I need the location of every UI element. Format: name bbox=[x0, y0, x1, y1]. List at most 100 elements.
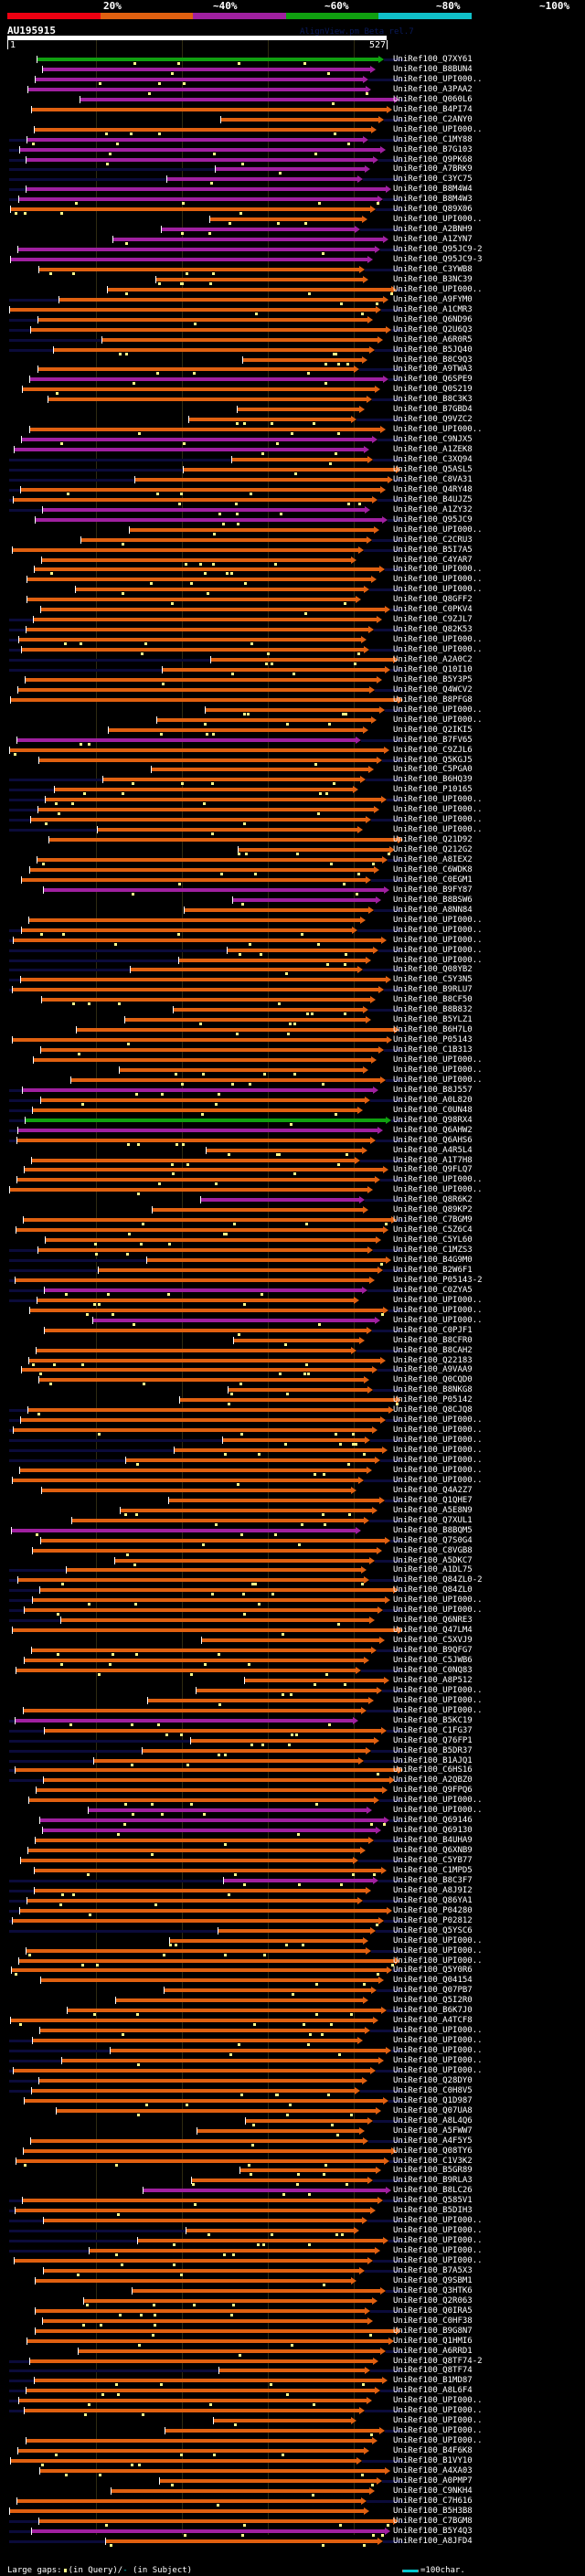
alignment-bar[interactable] bbox=[173, 1008, 363, 1012]
hit-label[interactable]: UniRef100_Q1QHE7 bbox=[393, 1495, 473, 1505]
alignment-bar[interactable] bbox=[38, 2518, 393, 2523]
alignment-bar[interactable] bbox=[26, 2389, 375, 2393]
hit-row[interactable]: UniRef100_UPI000.. bbox=[0, 2396, 585, 2407]
alignment-bar[interactable] bbox=[35, 77, 363, 81]
hit-label[interactable]: UniRef100_B8BSW6 bbox=[393, 895, 473, 905]
hit-row[interactable]: UniRef100_A1DL75 bbox=[0, 1565, 585, 1575]
alignment-bar[interactable] bbox=[56, 2108, 376, 2113]
hit-row[interactable]: UniRef100_B4UJZ5 bbox=[0, 495, 585, 505]
hit-label[interactable]: UniRef100_Q1D987 bbox=[393, 2095, 473, 2105]
hit-row[interactable]: UniRef100_UPI000.. bbox=[0, 2226, 585, 2237]
hit-label[interactable]: UniRef100_P02812 bbox=[393, 1915, 473, 1925]
alignment-bar[interactable] bbox=[34, 1888, 366, 1892]
alignment-bar[interactable] bbox=[29, 867, 374, 872]
hit-label[interactable]: UniRef100_C7H616 bbox=[393, 2496, 473, 2506]
hit-label[interactable]: UniRef100_UPI000.. bbox=[393, 1315, 483, 1325]
hit-label[interactable]: UniRef100_UPI000.. bbox=[393, 1175, 483, 1185]
hit-row[interactable]: UniRef100_UPI000.. bbox=[0, 75, 585, 85]
hit-label[interactable]: UniRef100_Q82K53 bbox=[393, 625, 473, 635]
hit-label[interactable]: UniRef100_C1B313 bbox=[393, 1045, 473, 1055]
hit-label[interactable]: UniRef100_C2ANY0 bbox=[393, 114, 473, 124]
hit-label[interactable]: UniRef100_C1V3K2 bbox=[393, 2156, 473, 2166]
hit-label[interactable]: UniRef100_Q07UA8 bbox=[393, 2105, 473, 2115]
alignment-bar[interactable] bbox=[22, 1087, 373, 1092]
hit-row[interactable]: UniRef100_Q4WCV2 bbox=[0, 685, 585, 695]
alignment-bar[interactable] bbox=[38, 2078, 362, 2083]
alignment-bar[interactable] bbox=[26, 628, 368, 632]
hit-row[interactable]: UniRef100_UPI000.. bbox=[0, 936, 585, 946]
hit-label[interactable]: UniRef100_Q212G2 bbox=[393, 845, 473, 855]
alignment-bar[interactable] bbox=[155, 277, 363, 281]
hit-label[interactable]: UniRef100_UPI000.. bbox=[393, 1695, 483, 1705]
hit-row[interactable]: UniRef100_Q9FPQ6 bbox=[0, 1786, 585, 1796]
hit-label[interactable]: UniRef100_Q4WCV2 bbox=[393, 684, 473, 694]
alignment-bar[interactable] bbox=[42, 507, 365, 512]
hit-label[interactable]: UniRef100_A1ZY32 bbox=[393, 504, 473, 514]
hit-row[interactable]: UniRef100_UPI000.. bbox=[0, 1706, 585, 1716]
hit-row[interactable]: UniRef100_A8JFD4 bbox=[0, 2537, 585, 2547]
hit-label[interactable]: UniRef100_UPI000.. bbox=[393, 2056, 483, 2065]
hit-row[interactable]: UniRef100_Q95JC9 bbox=[0, 515, 585, 525]
hit-label[interactable]: UniRef100_Q6NRE3 bbox=[393, 1616, 473, 1626]
hit-row[interactable]: UniRef100_C1FG37 bbox=[0, 1726, 585, 1736]
alignment-bar[interactable] bbox=[14, 2259, 367, 2263]
hit-row[interactable]: UniRef100_UPI000.. bbox=[0, 1296, 585, 1306]
alignment-bar[interactable] bbox=[169, 1938, 363, 1943]
hit-label[interactable]: UniRef100_Q21D92 bbox=[393, 835, 473, 845]
hit-row[interactable]: UniRef100_C6WDK8 bbox=[0, 865, 585, 875]
hit-row[interactable]: UniRef100_B4UHA9 bbox=[0, 1836, 585, 1847]
hit-row[interactable]: UniRef100_UPI000.. bbox=[0, 1936, 585, 1946]
hit-label[interactable]: UniRef100_A8IEX2 bbox=[393, 855, 473, 864]
hit-label[interactable]: UniRef100_B3NC39 bbox=[393, 274, 473, 284]
alignment-bar[interactable] bbox=[16, 1228, 383, 1233]
hit-label[interactable]: UniRef100_A6R0R5 bbox=[393, 334, 473, 345]
hit-row[interactable]: UniRef100_Q7S0G4 bbox=[0, 1536, 585, 1546]
hit-row[interactable]: UniRef100_Q0CQD0 bbox=[0, 1375, 585, 1386]
hit-row[interactable]: UniRef100_Q3HTK6 bbox=[0, 2286, 585, 2296]
hit-label[interactable]: UniRef100_C5Z6C4 bbox=[393, 1225, 473, 1235]
hit-label[interactable]: UniRef100_Q08TY6 bbox=[393, 2146, 473, 2156]
alignment-bar[interactable] bbox=[196, 1688, 377, 1692]
hit-label[interactable]: UniRef100_A8L6F4 bbox=[393, 2386, 473, 2396]
hit-row[interactable]: UniRef100_Q9FLQ7 bbox=[0, 1165, 585, 1176]
hit-row[interactable]: UniRef100_Q5I2R0 bbox=[0, 1996, 585, 2006]
alignment-bar[interactable] bbox=[9, 747, 384, 752]
hit-row[interactable]: UniRef100_Q060L6 bbox=[0, 95, 585, 105]
hit-label[interactable]: UniRef100_Q0S219 bbox=[393, 385, 473, 395]
hit-label[interactable]: UniRef100_Q95JC9-2 bbox=[393, 245, 483, 255]
hit-label[interactable]: UniRef100_Q060L6 bbox=[393, 94, 473, 104]
hit-label[interactable]: UniRef100_B8NKG8 bbox=[393, 1385, 473, 1395]
hit-row[interactable]: UniRef100_A2BNH9 bbox=[0, 225, 585, 236]
hit-label[interactable]: UniRef100_B5DIH3 bbox=[393, 2206, 473, 2216]
hit-row[interactable]: UniRef100_Q7XUL1 bbox=[0, 1516, 585, 1526]
hit-label[interactable]: UniRef100_UPI000.. bbox=[393, 215, 483, 225]
hit-row[interactable]: UniRef100_B5DR37 bbox=[0, 1746, 585, 1756]
hit-label[interactable]: UniRef100_B7A5X3 bbox=[393, 2265, 473, 2275]
alignment-bar[interactable] bbox=[31, 1648, 371, 1653]
alignment-bar[interactable] bbox=[32, 1598, 385, 1603]
hit-row[interactable]: UniRef100_UPI000.. bbox=[0, 1796, 585, 1807]
hit-row[interactable]: UniRef100_P10165 bbox=[0, 785, 585, 796]
alignment-bar[interactable] bbox=[233, 1338, 359, 1342]
hit-label[interactable]: UniRef100_Q4RY48 bbox=[393, 484, 473, 494]
hit-row[interactable]: UniRef100_UPI000.. bbox=[0, 645, 585, 656]
hit-label[interactable]: UniRef100_C1FG37 bbox=[393, 1725, 473, 1735]
alignment-bar[interactable] bbox=[206, 1148, 362, 1152]
alignment-bar[interactable] bbox=[18, 197, 378, 202]
hit-row[interactable]: UniRef100_C9NJX5 bbox=[0, 435, 585, 446]
hit-row[interactable]: UniRef100_B1VY10 bbox=[0, 2456, 585, 2466]
hit-label[interactable]: UniRef100_C0HF38 bbox=[393, 2316, 473, 2326]
alignment-bar[interactable] bbox=[35, 1839, 368, 1843]
alignment-bar[interactable] bbox=[110, 2049, 386, 2053]
alignment-bar[interactable] bbox=[66, 1568, 361, 1573]
hit-row[interactable]: UniRef100_Q5Y0R6 bbox=[0, 1966, 585, 1977]
hit-row[interactable]: UniRef100_A1ZEK8 bbox=[0, 445, 585, 456]
hit-row[interactable]: UniRef100_A2A0C2 bbox=[0, 655, 585, 665]
hit-row[interactable]: UniRef100_UPI000.. bbox=[0, 1446, 585, 1457]
hit-row[interactable]: UniRef100_Q585V1 bbox=[0, 2196, 585, 2207]
alignment-bar[interactable] bbox=[184, 907, 368, 912]
alignment-bar[interactable] bbox=[12, 1038, 387, 1043]
hit-row[interactable]: UniRef100_A1CMR3 bbox=[0, 305, 585, 315]
alignment-bar[interactable] bbox=[24, 2409, 359, 2413]
hit-row[interactable]: UniRef100_B1AJQ1 bbox=[0, 1756, 585, 1766]
